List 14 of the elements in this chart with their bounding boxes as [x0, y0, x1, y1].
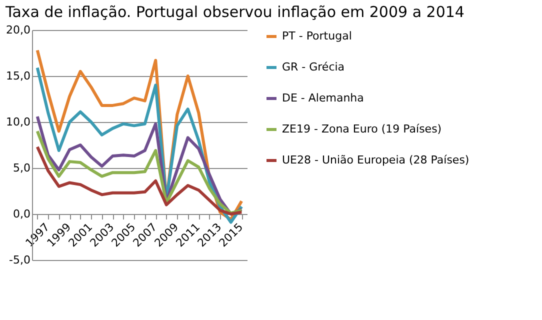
- legend-label: DE - Alemanha: [282, 92, 364, 104]
- legend-label: ZE19 - Zona Euro (19 Países): [282, 122, 442, 136]
- line-series: [36, 145, 244, 216]
- y-tick-label: 10,0: [6, 116, 30, 128]
- y-tick-label: 20,0: [6, 24, 30, 36]
- legend-label: PT - Portugal: [282, 30, 352, 42]
- line-series: [36, 130, 244, 215]
- y-tick-label: 5,0: [13, 162, 30, 174]
- y-tick-label: -5,0: [9, 254, 30, 266]
- legend-label: GR - Grécia: [282, 60, 345, 74]
- y-tick-label: 15,0: [6, 70, 30, 82]
- chart-title: Taxa de inflação. Portugal observou inflação em 2009 a 2014: [4, 3, 464, 21]
- legend-label: UE28 - União Europeia (28 Países): [282, 154, 470, 166]
- y-tick-label: 0,0: [13, 208, 30, 220]
